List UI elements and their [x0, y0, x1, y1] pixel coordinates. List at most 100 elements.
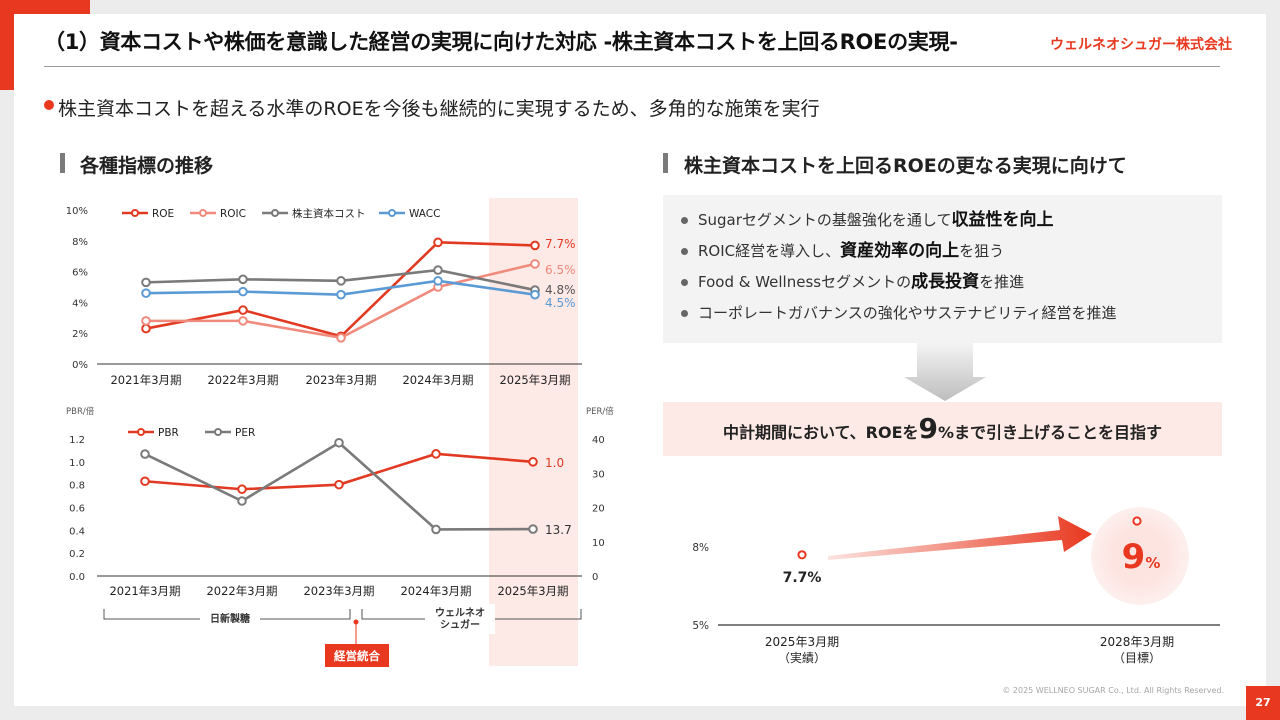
lead-bullet-icon [44, 100, 54, 110]
left-charts: 0%2%4%6%8%10%2021年3月期 2022年3月期 2023年3月期 202… [66, 198, 614, 667]
roe-target-chart: 5% 8% 7.7% 9% 2025年3月期（実績） 2028年3月期（目標） [692, 507, 1220, 665]
copyright: © 2025 WELLNEO SUGAR Co., Ltd. All Right… [1002, 686, 1224, 695]
data-point [433, 276, 443, 286]
data-label: 7.7% [545, 237, 576, 251]
y-tick-label: 0.2 [69, 549, 85, 560]
lead-text: 株主資本コストを超える水準のROEを今後も継続的に実現するため、多角的な施策を実… [58, 98, 820, 120]
x-tick-label: 2023年3月期 [305, 373, 376, 387]
bullet-icon [681, 279, 688, 286]
data-point [140, 449, 150, 459]
highlight-band-2025 [489, 198, 578, 666]
target-text: まで引き上げることを目指す [954, 423, 1163, 442]
data-point [530, 289, 540, 300]
data-point [238, 286, 248, 297]
bullet-emphasis: 収益性を向上 [951, 210, 1054, 230]
data-point [137, 428, 145, 436]
event-label: 経営統合 [334, 649, 380, 663]
data-point [140, 476, 150, 487]
legend-label: WACC [409, 208, 440, 220]
legend-label: 株主資本コスト [292, 207, 366, 220]
x-tick-label: 2023年3月期 [303, 584, 374, 598]
data-point [433, 237, 443, 248]
y-tick-label: 10 [592, 538, 605, 549]
data-point [141, 316, 151, 326]
y-tick-label: 4% [72, 298, 88, 309]
target-text: 中計期間において、ROEを [722, 423, 919, 442]
data-point [199, 209, 207, 217]
data-point [237, 496, 247, 506]
data-point [1132, 516, 1142, 526]
y-tick-label: 5% [692, 620, 709, 632]
page-number: 27 [1246, 686, 1280, 720]
x-tick-label: 2028年3月期（目標） [1100, 635, 1174, 665]
bullet-emphasis: 成長投資 [911, 272, 980, 292]
y-tick-label: 30 [592, 469, 605, 480]
bullet-icon [681, 248, 688, 255]
data-point [141, 277, 151, 288]
legend-label: PBR [158, 427, 179, 439]
y-tick-label: 6% [72, 268, 88, 279]
x-tick-label: 2024年3月期 [402, 373, 473, 387]
data-point [141, 288, 151, 298]
data-label: 4.5% [545, 296, 576, 310]
data-label: 9% [1122, 537, 1161, 577]
x-tick-label: 2022年3月期 [206, 584, 277, 598]
slide [14, 14, 1266, 706]
segment-label: ウェルネオシュガー [435, 607, 485, 631]
company-logo: ウェルネオシュガー株式会社 [1050, 37, 1232, 53]
bullet-icon [681, 310, 688, 317]
event-badge [325, 644, 389, 667]
data-point [336, 276, 346, 286]
y-tick-label: 0.4 [69, 526, 85, 537]
data-point [238, 305, 248, 315]
x-tick-label: 2021年3月期 [110, 373, 181, 387]
target-highlight-circle [1091, 507, 1189, 605]
y-right-axis-label: PER/倍 [586, 406, 614, 417]
x-tick-label: 2025年3月期 [497, 584, 568, 598]
label-backdrop [200, 611, 260, 625]
bullet-text: Sugarセグメントの基盤強化を通して [698, 211, 952, 229]
data-label: 6.5% [545, 263, 576, 277]
y-tick-label: 0 [592, 572, 598, 583]
data-label: 1.0 [545, 456, 564, 470]
page-title: （1）資本コストや株価を意識した経営の実現に向けた対応 -株主資本コストを上回る… [44, 30, 958, 54]
list-item: ROIC経営を導入し、資産効率の向上を狙う [680, 237, 1117, 268]
x-tick-label: 2024年3月期 [400, 584, 471, 598]
y-tick-label: 1.2 [69, 435, 85, 446]
x-tick-label: 2025年3月期 [499, 373, 570, 387]
y-tick-label: 0.6 [69, 504, 85, 515]
y-tick-label: 8% [692, 542, 709, 554]
list-item: コーポレートガバナンスの強化やサステナビリティ経営を推進 [680, 299, 1117, 330]
bullet-text: を推進 [979, 273, 1025, 291]
y-left-axis-label: PBR/倍 [66, 406, 95, 417]
y-tick-label: 10% [66, 206, 88, 217]
down-arrow-icon [904, 343, 986, 401]
data-point [271, 209, 279, 217]
data-point [528, 457, 538, 467]
data-point [336, 333, 346, 343]
x-tick-label: 2022年3月期 [207, 373, 278, 387]
initiatives-box [663, 195, 1222, 343]
y-tick-label: 0.8 [69, 481, 85, 492]
data-label: 4.8% [545, 283, 576, 297]
data-point [237, 484, 247, 495]
section-marker-icon [60, 153, 65, 173]
target-value: 9 [918, 412, 938, 445]
target-banner: 中計期間において、ROEを9%まで引き上げることを目指す [663, 402, 1222, 456]
target-unit: % [938, 423, 955, 442]
data-point [530, 259, 540, 269]
bullet-icon [681, 217, 688, 224]
bullet-text: Food & Wellnessセグメントの [698, 273, 912, 291]
data-point [334, 479, 344, 490]
data-point [141, 323, 151, 334]
left-section-heading: 各種指標の推移 [80, 155, 214, 177]
data-point [431, 524, 441, 535]
data-point [334, 437, 344, 448]
corner-accent-side [0, 14, 14, 90]
list-item: Food & Wellnessセグメントの成長投資を推進 [680, 268, 1117, 299]
data-label: 13.7 [545, 523, 572, 537]
growth-arrow-icon [828, 516, 1092, 560]
initiatives-list: Sugarセグメントの基盤強化を通して収益性を向上 ROIC経営を導入し、資産効… [680, 206, 1117, 330]
data-point [530, 240, 540, 251]
y-tick-label: 8% [72, 237, 88, 248]
